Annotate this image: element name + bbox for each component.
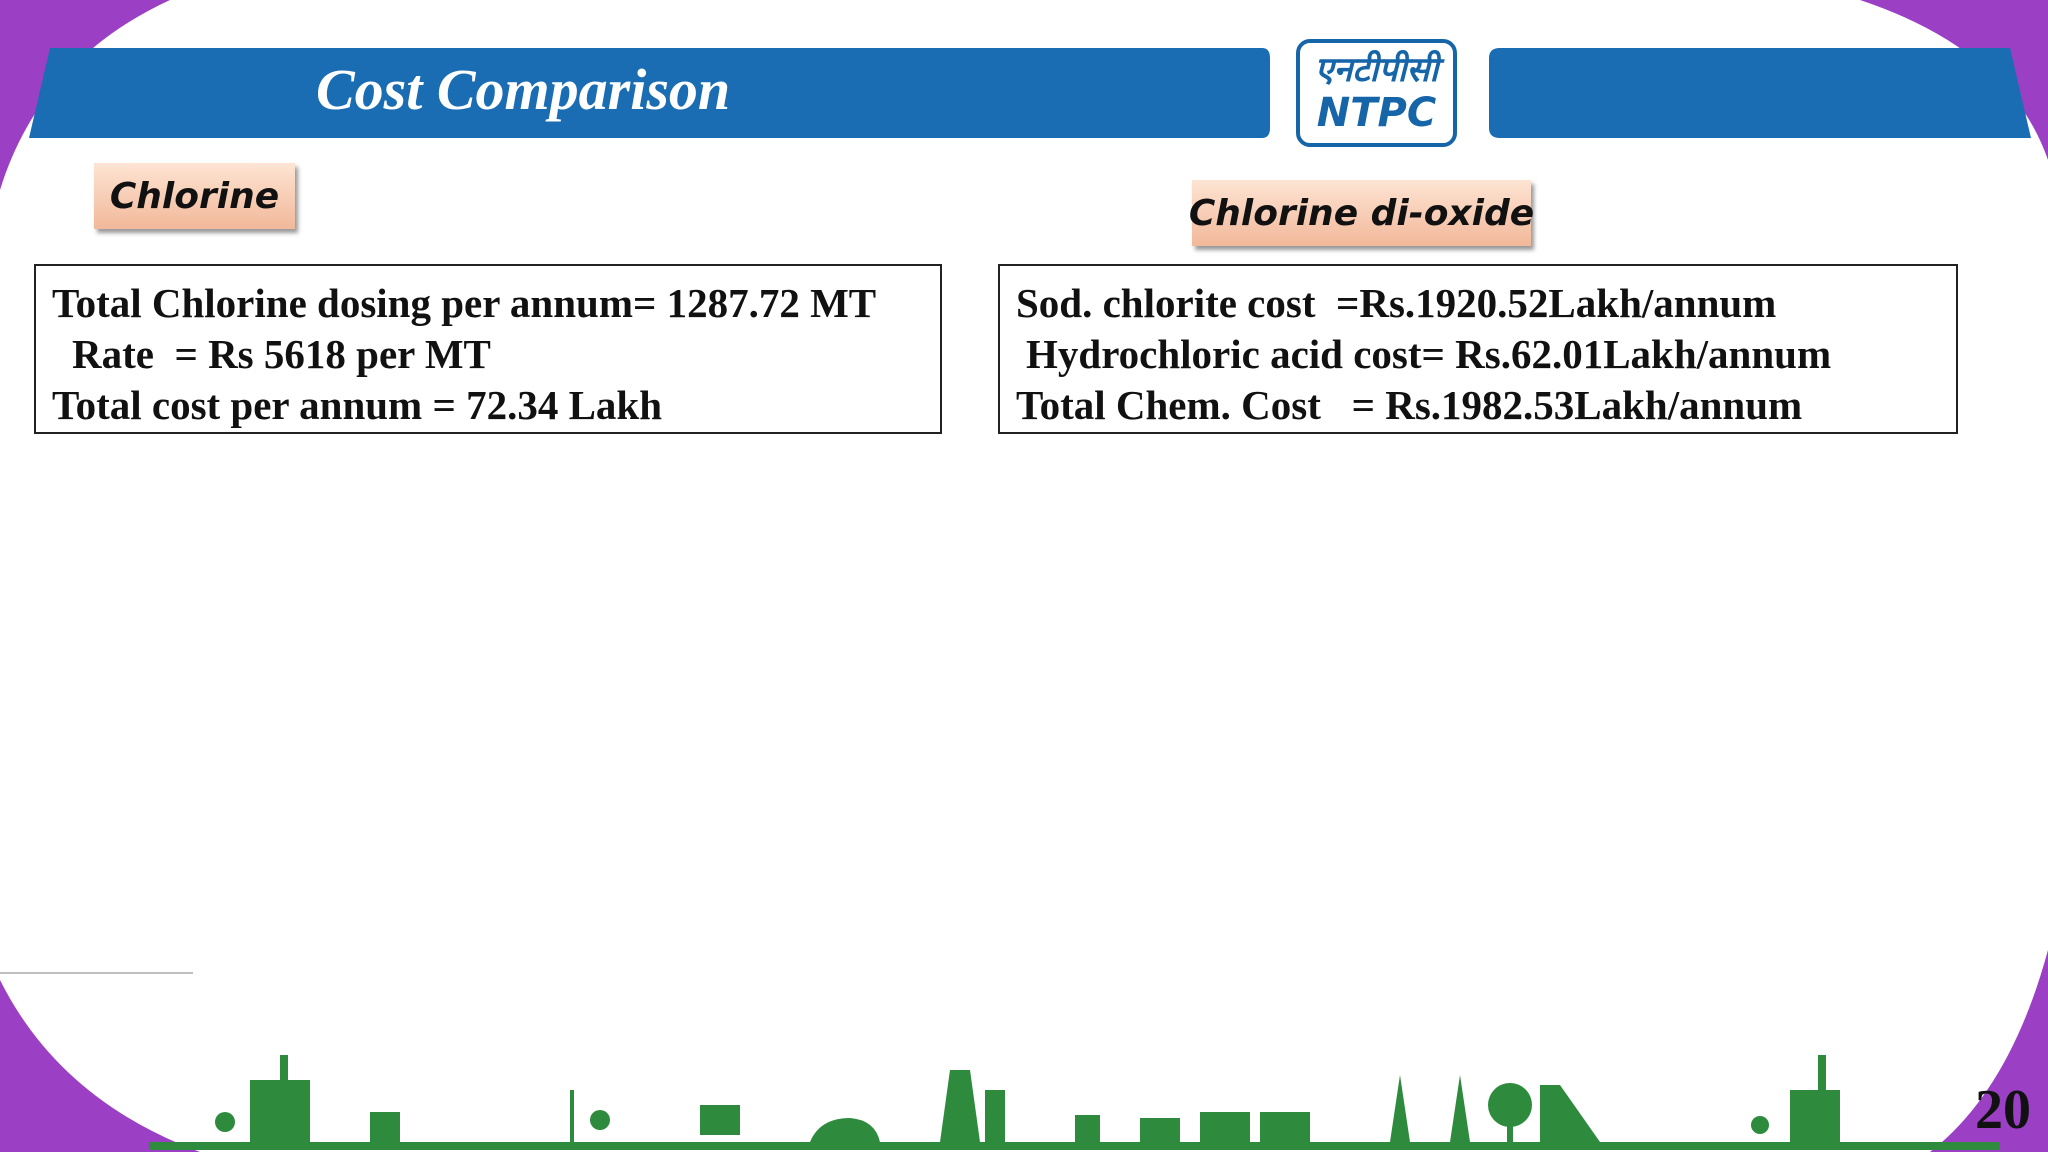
- corner-decoration: [1930, 950, 2048, 1152]
- section-label: Chlorine di-oxide: [1189, 180, 1534, 246]
- corner-decoration: [1860, 0, 2048, 160]
- section-label: Chlorine: [94, 163, 295, 229]
- text-line: Sod. chlorite cost =Rs.1920.52Lakh/annum: [1016, 280, 1777, 326]
- corner-decoration: [0, 980, 200, 1152]
- text-line: Total Chem. Cost = Rs.1982.53Lakh/annum: [1016, 382, 1803, 428]
- text-box: Total Chlorine dosing per annum= 1287.72…: [34, 264, 942, 434]
- logo: एनटीपीसी NTPC: [1296, 39, 1457, 147]
- corner-decoration: [0, 0, 170, 190]
- logo-text: NTPC: [1316, 90, 1437, 136]
- skyline: [150, 1055, 2000, 1150]
- text-line: Rate = Rs 5618 per MT: [72, 331, 491, 377]
- logo-text: एनटीपीसी: [1314, 50, 1439, 90]
- text-line: Hydrochloric acid cost= Rs.62.01Lakh/ann…: [1026, 331, 1832, 377]
- text-box: Sod. chlorite cost =Rs.1920.52Lakh/annum…: [998, 264, 1958, 434]
- text-line: Total cost per annum = 72.34 Lakh: [52, 382, 663, 428]
- header-bar: [1489, 48, 2031, 138]
- page-number: 20: [1975, 1079, 2031, 1141]
- text-line: Total Chlorine dosing per annum= 1287.72…: [52, 280, 877, 326]
- slide-title: Cost Comparison: [316, 57, 731, 122]
- header-bar: [29, 48, 1270, 138]
